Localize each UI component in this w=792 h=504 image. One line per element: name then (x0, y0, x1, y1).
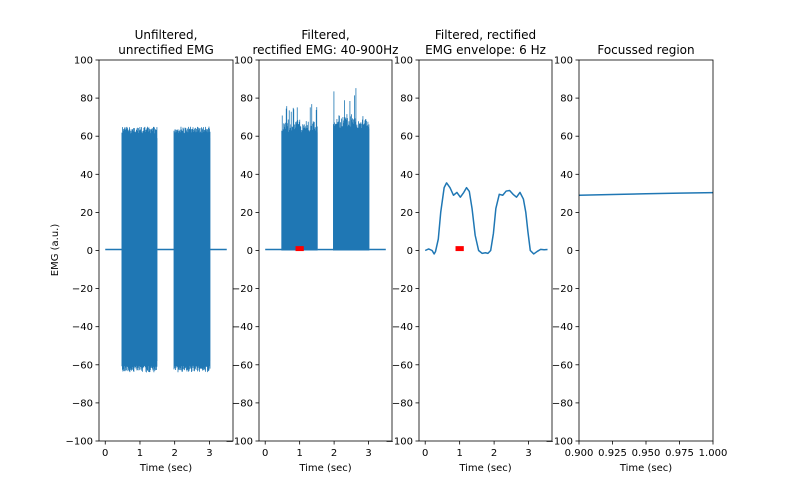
y-tick-label: −60 (552, 360, 573, 371)
y-tick-label: 20 (400, 208, 413, 219)
y-tick-label: 20 (80, 208, 93, 219)
y-tick-label: 0 (407, 246, 413, 257)
burst-oscillation (173, 126, 211, 373)
y-tick-label: 40 (80, 170, 93, 181)
y-tick-label: 40 (240, 170, 253, 181)
y-tick-label: 40 (560, 170, 573, 181)
y-tick-label: 20 (560, 208, 573, 219)
y-tick-label: 60 (240, 132, 253, 143)
focus-region-marker (295, 246, 304, 252)
x-axis-label: Time (sec) (298, 463, 351, 474)
y-tick-label: −20 (392, 284, 413, 295)
y-tick-label: 80 (560, 94, 573, 105)
plot-area (105, 126, 227, 373)
y-tick-label: 20 (240, 208, 253, 219)
subplot-3: 100 80 60 40 20 0 −20 −40 −60 −80 −100 0 1 2 3 Time (se… (386, 28, 553, 474)
plot-area (424, 182, 548, 255)
y-tick-label: 60 (80, 132, 93, 143)
focus-region-marker (455, 246, 464, 252)
subplot-1: 100 80 60 40 20 0 −20 −40 −60 −80 −100 0 1 2 3 Time (se… (66, 28, 234, 474)
plot-area (265, 88, 386, 252)
subplot-title: rectified EMG: 40-900Hz (253, 43, 399, 57)
x-tick-label: 1 (137, 448, 143, 459)
x-tick-label: 0 (102, 448, 108, 459)
y-tick-label: −60 (392, 360, 413, 371)
x-tick-label: 0.950 (632, 448, 661, 459)
y-tick-label: −80 (392, 398, 413, 409)
y-tick-label: 80 (400, 94, 413, 105)
y-tick-label: −40 (72, 322, 93, 333)
subplot-title: Filtered, (301, 28, 349, 42)
y-tick-label: 100 (74, 56, 93, 67)
y-axis-label: EMG (a.u.) (50, 224, 61, 277)
subplot-2: 100 80 60 40 20 0 −20 −40 −60 −80 −100 0 1 2 3 Time (se… (226, 28, 399, 474)
x-tick-label: 1 (456, 448, 462, 459)
x-tick-label: 0.925 (598, 448, 627, 459)
x-tick-label: 3 (525, 448, 531, 459)
x-tick-label: 3 (206, 448, 212, 459)
subplot-title: Unfiltered, (135, 28, 198, 42)
y-tick-label: 100 (554, 56, 573, 67)
x-tick-label: 0 (422, 448, 428, 459)
y-tick-label: 0 (247, 246, 253, 257)
x-axis-label: Time (sec) (619, 463, 672, 474)
y-tick-label: −20 (72, 284, 93, 295)
y-tick-label: −100 (66, 437, 93, 448)
x-tick-label: 2 (331, 448, 337, 459)
y-tick-label: −100 (386, 437, 413, 448)
y-tick-label: 0 (567, 246, 573, 257)
x-tick-label: 1 (296, 448, 302, 459)
subplot-title: Focussed region (597, 43, 694, 57)
y-tick-label: 0 (87, 246, 93, 257)
y-tick-label: −80 (552, 398, 573, 409)
y-tick-label: −100 (226, 437, 253, 448)
y-tick-label: 80 (80, 94, 93, 105)
x-tick-label: 2 (171, 448, 177, 459)
y-tick-label: 60 (560, 132, 573, 143)
y-tick-label: −80 (72, 398, 93, 409)
y-tick-label: 100 (234, 56, 253, 67)
x-tick-label: 3 (365, 448, 371, 459)
subplot-title: Filtered, rectified (435, 28, 536, 42)
x-axis-label: Time (sec) (458, 463, 511, 474)
y-tick-label: −40 (232, 322, 253, 333)
series-line (424, 182, 548, 255)
y-tick-label: 60 (400, 132, 413, 143)
y-tick-label: −60 (232, 360, 253, 371)
x-tick-label: 1.000 (699, 448, 728, 459)
series-line (579, 191, 713, 196)
y-tick-label: 80 (240, 94, 253, 105)
y-tick-label: 100 (394, 56, 413, 67)
y-tick-label: −40 (392, 322, 413, 333)
x-tick-label: 0.900 (565, 448, 594, 459)
y-tick-label: 40 (400, 170, 413, 181)
x-tick-label: 2 (491, 448, 497, 459)
y-tick-label: −40 (552, 322, 573, 333)
y-tick-label: −20 (552, 284, 573, 295)
x-tick-label: 0.975 (665, 448, 694, 459)
plot-area (579, 191, 713, 196)
y-tick-label: −60 (72, 360, 93, 371)
subplot-title: EMG envelope: 6 Hz (425, 43, 546, 57)
y-tick-label: −20 (232, 284, 253, 295)
x-tick-label: 0 (262, 448, 268, 459)
y-tick-label: −80 (232, 398, 253, 409)
subplot-title: unrectified EMG (118, 43, 214, 57)
burst-spikes (281, 104, 318, 251)
x-axis-label: Time (sec) (139, 463, 192, 474)
y-tick-label: −100 (546, 437, 573, 448)
burst-oscillation (121, 126, 158, 373)
burst-spikes (333, 88, 370, 251)
